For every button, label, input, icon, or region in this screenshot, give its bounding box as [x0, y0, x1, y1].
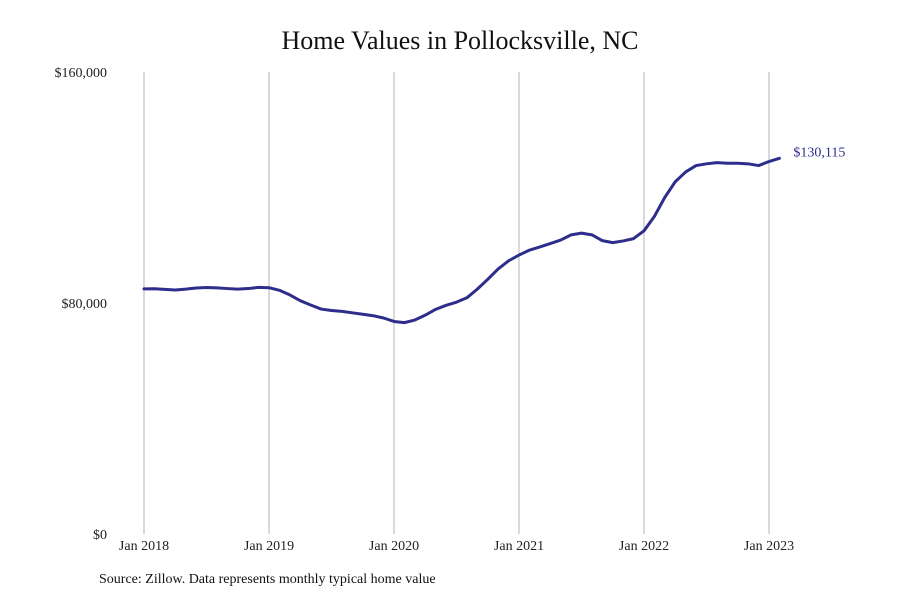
x-tick-label: Jan 2019: [244, 539, 294, 554]
y-tick-label: $0: [93, 528, 107, 543]
x-tick-label: Jan 2022: [619, 539, 669, 554]
end-value-label: $130,115: [793, 145, 845, 160]
source-note: Source: Zillow. Data represents monthly …: [99, 572, 436, 587]
x-tick-label: Jan 2023: [744, 539, 794, 554]
data-labels: $130,115: [793, 145, 845, 160]
x-tick-label: Jan 2018: [119, 539, 169, 554]
y-tick-label: $160,000: [55, 66, 108, 81]
x-axis-ticks: Jan 2018 Jan 2019 Jan 2020 Jan 2021 Jan 2022…: [119, 539, 794, 554]
y-axis-ticks: $0 $80,000 $160,000: [55, 66, 108, 543]
y-tick-label: $80,000: [62, 297, 108, 312]
series-layer: [142, 156, 781, 325]
x-tick-label: Jan 2021: [494, 539, 544, 554]
series-line-0: [142, 156, 781, 325]
gridlines: [143, 72, 770, 534]
x-tick-label: Jan 2020: [369, 539, 419, 554]
chart-title: Home Values in Pollocksville, NC: [281, 26, 639, 55]
